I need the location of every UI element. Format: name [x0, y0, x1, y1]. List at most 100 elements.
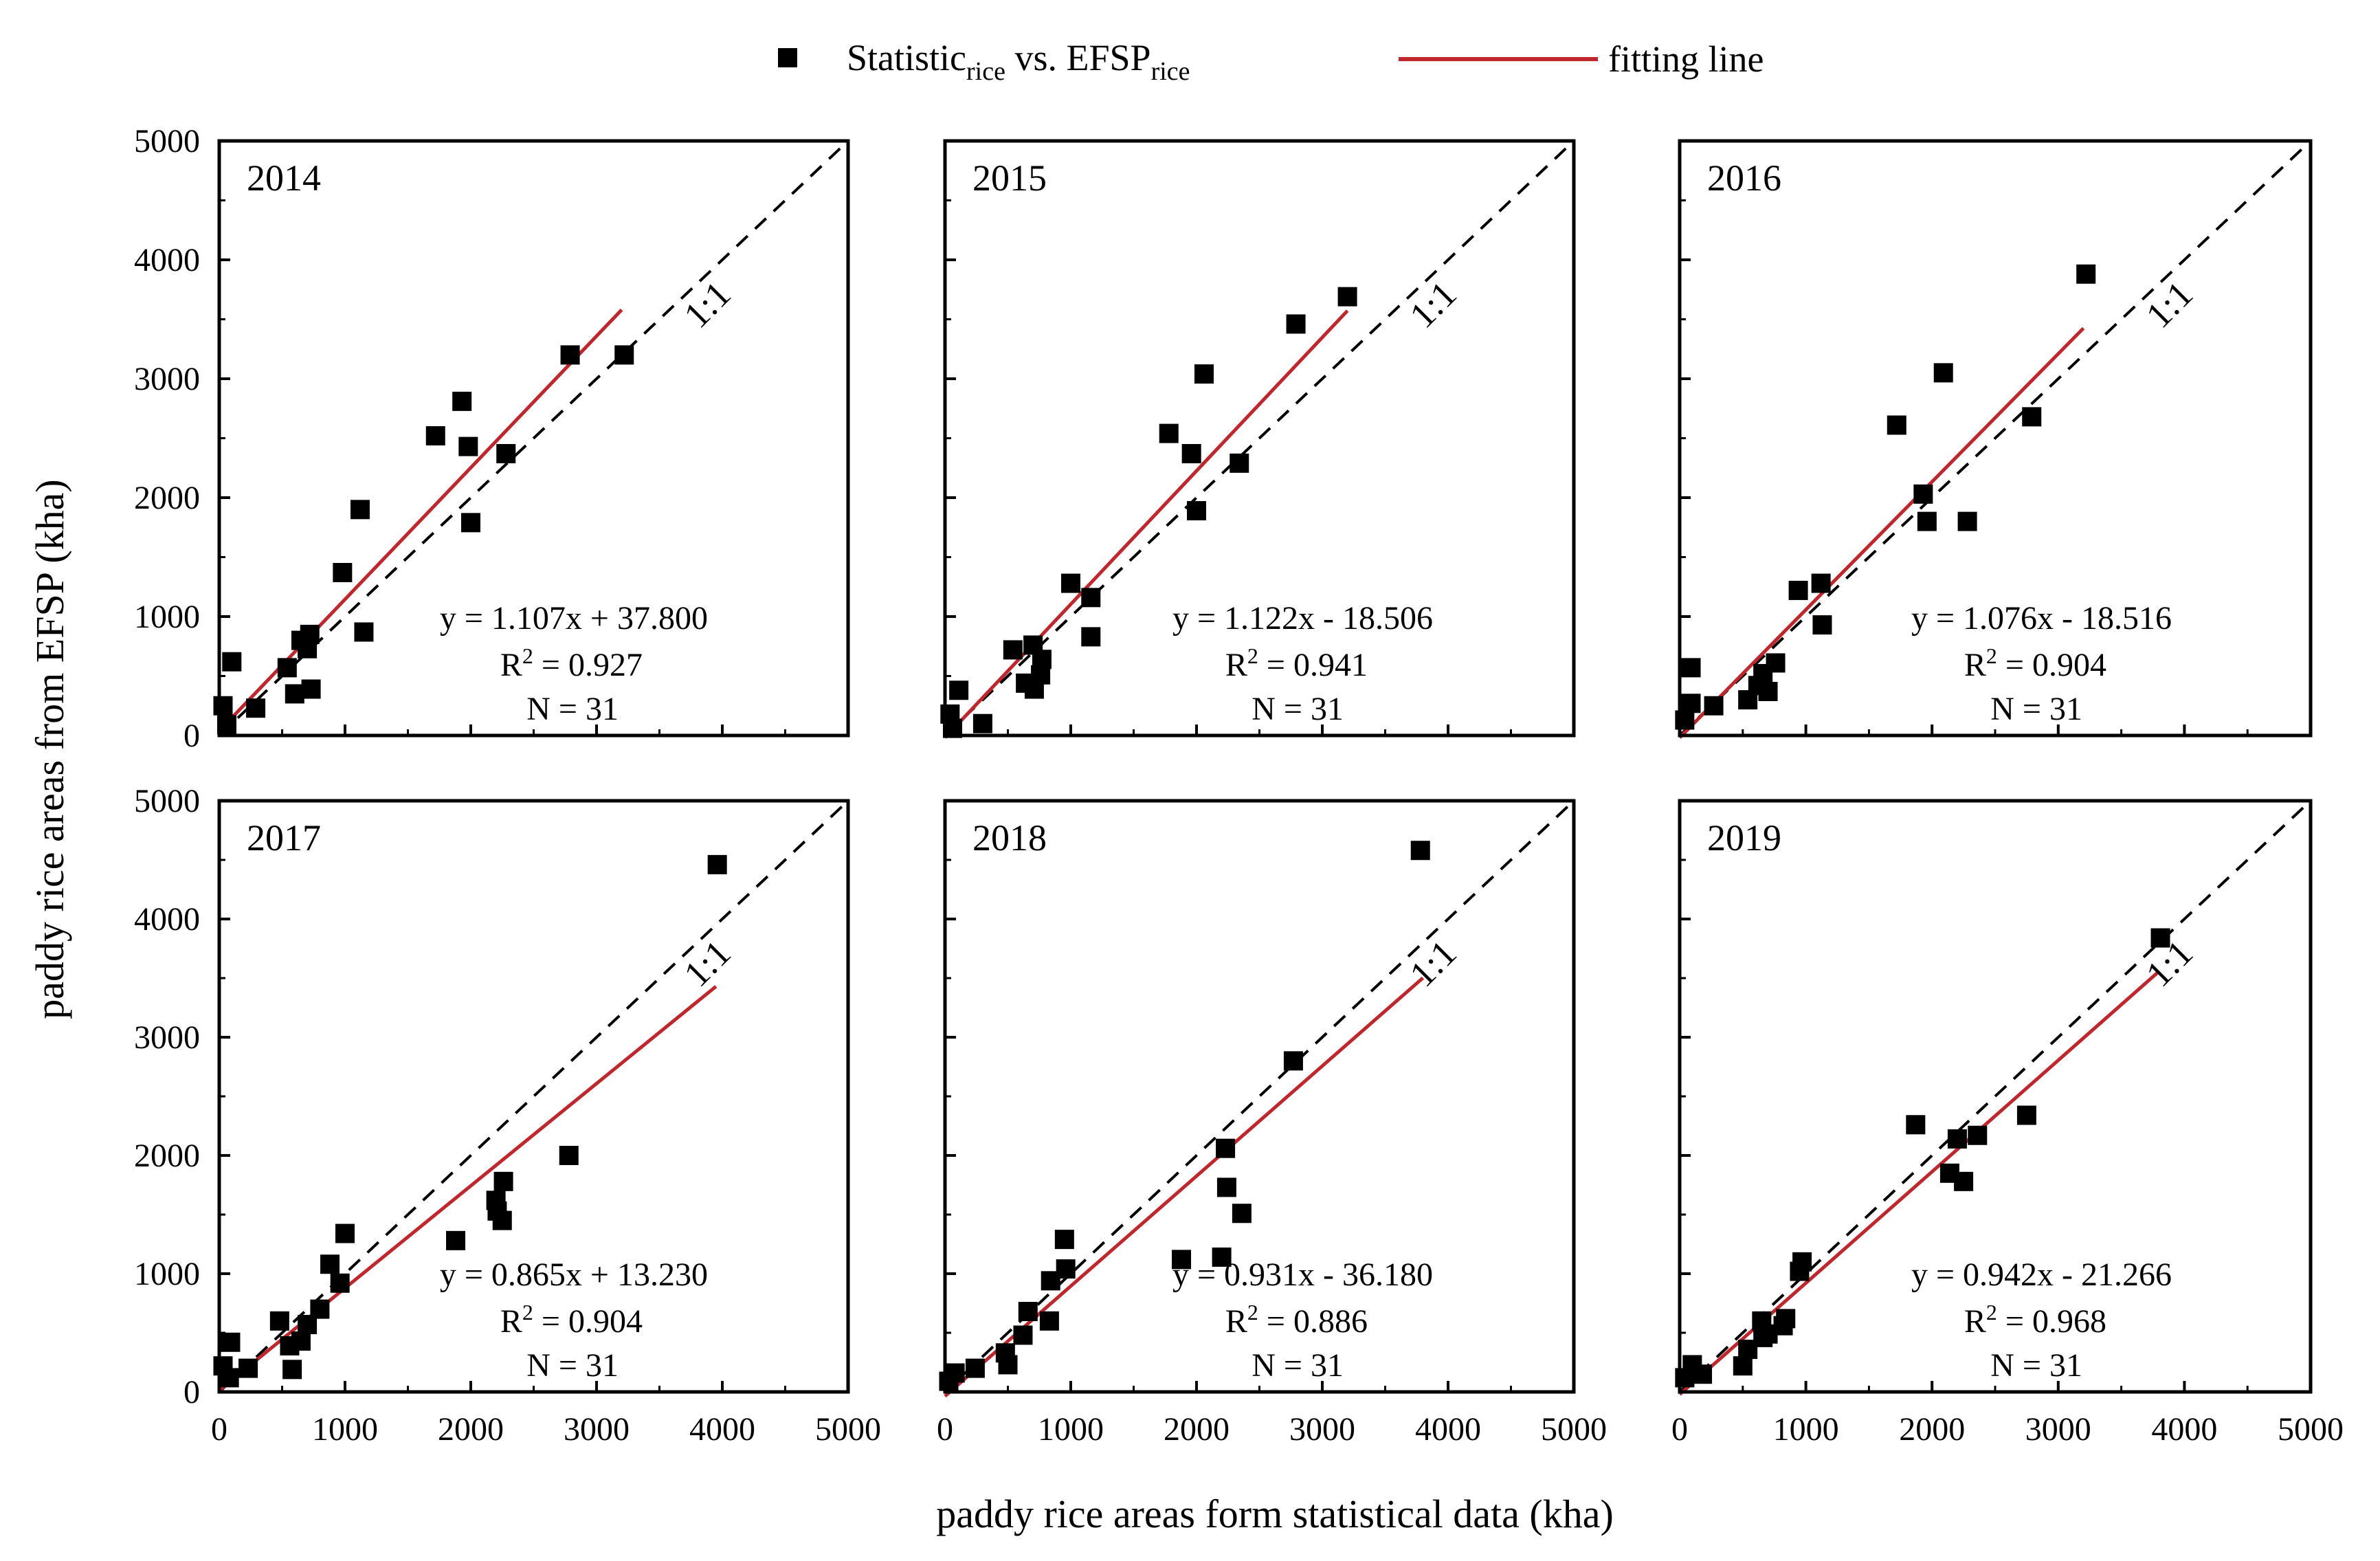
fit-equation: y = 1.122x - 18.506 — [1172, 600, 1433, 636]
sample-count: N = 31 — [1990, 1347, 2082, 1384]
y-tick-label: 0 — [183, 1374, 200, 1410]
y-tick-label: 4000 — [134, 901, 200, 938]
panel-title: 2014 — [247, 157, 321, 199]
data-point — [1216, 1138, 1236, 1158]
y-tick-label: 4000 — [134, 242, 200, 278]
y-tick-label: 1000 — [134, 1256, 200, 1292]
fit-equation: y = 1.107x + 37.800 — [440, 600, 708, 636]
x-tick-label: 1000 — [1038, 1411, 1104, 1448]
data-point — [1032, 650, 1052, 669]
identity-label: 1:1 — [1402, 274, 1465, 336]
data-point — [1681, 658, 1701, 678]
data-point — [1693, 1364, 1713, 1384]
data-point — [998, 1355, 1018, 1375]
data-point — [1216, 1177, 1236, 1197]
data-point — [285, 684, 304, 704]
data-point — [1054, 1230, 1074, 1250]
data-point — [1232, 1204, 1252, 1224]
data-point — [213, 696, 233, 716]
data-point — [238, 1358, 258, 1378]
data-point — [1957, 511, 1977, 531]
panel-2017: 00 1000 1000 2000 2000 3000 3000 4000 4000 5000 50… — [134, 783, 881, 1448]
legend: Statisticrice vs. EFSPrice fitting line — [778, 37, 1764, 86]
sample-count: N = 31 — [1252, 1347, 1344, 1384]
data-point — [707, 854, 727, 874]
data-point — [269, 1311, 289, 1331]
sample-count: N = 31 — [1990, 691, 2082, 727]
data-point — [1792, 1252, 1812, 1272]
data-point — [1704, 696, 1724, 716]
x-tick-label: 2000 — [1899, 1411, 1965, 1448]
data-point — [492, 1210, 512, 1230]
r-squared: R2 = 0.941 — [1225, 643, 1368, 683]
data-point — [1776, 1309, 1796, 1329]
identity-line — [218, 799, 849, 1393]
data-point — [1947, 1129, 1967, 1149]
y-tick-label: 2000 — [134, 480, 200, 516]
x-tick-label: 0 — [211, 1411, 227, 1448]
data-point — [972, 713, 992, 733]
x-tick-label: 4000 — [689, 1411, 755, 1448]
data-point — [2022, 407, 2042, 427]
data-point — [2150, 928, 2170, 948]
x-tick-label: 3000 — [1289, 1411, 1355, 1448]
x-tick-label: 0 — [1671, 1411, 1688, 1448]
data-point — [1013, 1325, 1033, 1345]
data-point — [221, 1332, 241, 1352]
panel-2018: 0 1000 2000 3000 4000 5000 2018 1:1 y = 0.931x -… — [937, 799, 1607, 1448]
fit-equation: y = 0.865x + 13.230 — [440, 1256, 708, 1293]
x-tick-label: 5000 — [2278, 1411, 2344, 1448]
data-point — [222, 652, 242, 672]
y-tick-label: 1000 — [134, 599, 200, 635]
data-point — [496, 443, 516, 463]
data-point — [1081, 627, 1101, 647]
fit-line — [1678, 326, 2085, 739]
r-squared: R2 = 0.886 — [1225, 1300, 1368, 1340]
panel-title: 2015 — [972, 157, 1047, 199]
data-point — [320, 1254, 340, 1274]
data-point — [945, 1363, 965, 1383]
data-point — [300, 624, 320, 644]
panel-2014: 0 1000 2000 3000 4000 5000 2014 1:1 y = 1.107x +… — [134, 123, 850, 754]
data-point — [1812, 615, 1832, 635]
data-point — [1056, 1259, 1076, 1279]
data-point — [1681, 694, 1701, 713]
data-point — [1181, 443, 1201, 463]
data-point — [425, 426, 445, 446]
data-point — [1410, 841, 1430, 861]
data-point — [1159, 423, 1179, 443]
x-tick-label: 2000 — [438, 1411, 504, 1448]
data-point — [1906, 1115, 1926, 1135]
x-tick-label: 1000 — [312, 1411, 378, 1448]
data-point — [493, 1171, 513, 1191]
sample-count: N = 31 — [1252, 691, 1344, 727]
y-tick-label: 3000 — [134, 361, 200, 397]
data-point — [1917, 511, 1937, 531]
x-tick-label: 3000 — [2025, 1411, 2091, 1448]
x-tick-label: 3000 — [564, 1411, 630, 1448]
data-point — [1913, 484, 1933, 504]
x-tick-label: 0 — [937, 1411, 953, 1448]
data-point — [1081, 588, 1101, 608]
r-squared: R2 = 0.904 — [1964, 643, 2106, 683]
data-point — [1758, 681, 1778, 701]
x-tick-label: 4000 — [2151, 1411, 2217, 1448]
data-point — [301, 679, 321, 699]
data-point — [1172, 1250, 1192, 1270]
y-tick-label: 0 — [183, 718, 200, 754]
data-point — [282, 1360, 302, 1380]
y-tick-label: 5000 — [134, 123, 200, 159]
data-point — [1018, 1302, 1038, 1322]
x-tick-label: 1000 — [1773, 1411, 1839, 1448]
legend-marker-label: Statisticrice vs. EFSPrice — [847, 37, 1190, 86]
panel-2016: 2016 1:1 y = 1.076x - 18.516 R2 = 0.904 N = … — [1675, 139, 2313, 739]
x-tick-label: 5000 — [815, 1411, 881, 1448]
panel-title: 2016 — [1707, 157, 1781, 199]
panels: 0 1000 2000 3000 4000 5000 2014 1:1 y = 1.107x +… — [134, 123, 2344, 1448]
r-squared: R2 = 0.927 — [500, 643, 643, 683]
fit-equation: y = 0.931x - 36.180 — [1172, 1256, 1433, 1293]
data-point — [560, 345, 580, 365]
data-point — [949, 680, 969, 700]
x-tick-label: 4000 — [1415, 1411, 1481, 1448]
